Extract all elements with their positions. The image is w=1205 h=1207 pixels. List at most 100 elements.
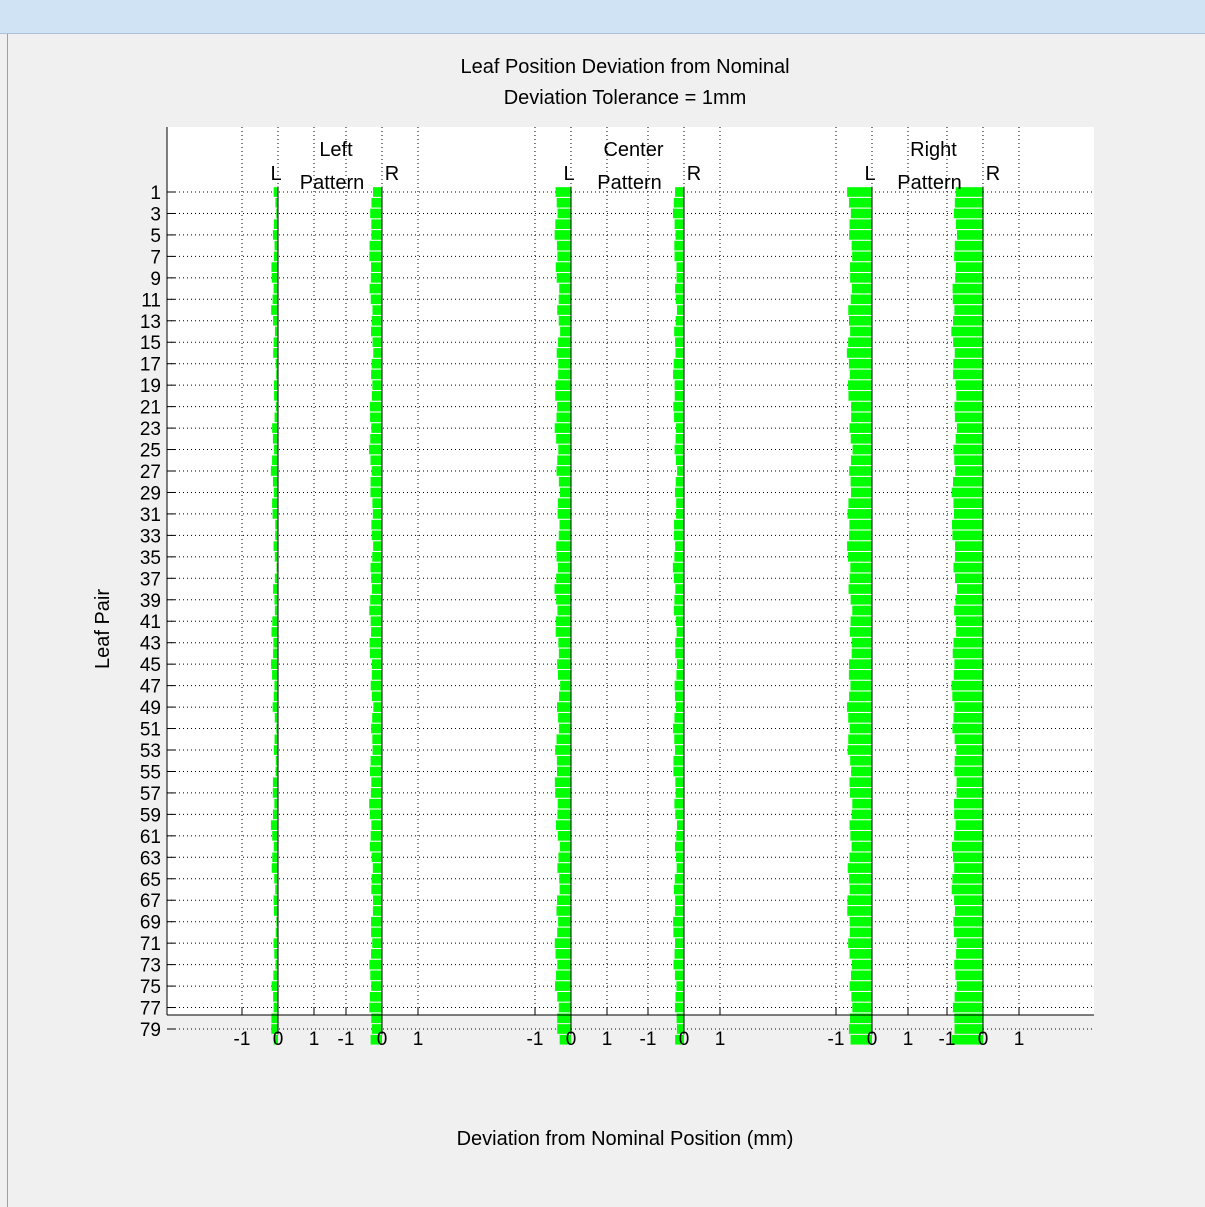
bar-left-bank [271, 273, 278, 283]
panel-labels: Left Pattern L R Center Pattern L R Right Pattern… [270, 139, 1000, 194]
bar-left-bank [272, 433, 278, 444]
bar-left-bank [557, 927, 571, 938]
bar-right-bank [953, 358, 983, 369]
bar-left-bank [559, 884, 571, 895]
bar-left-bank [849, 627, 872, 637]
figure-area: 1 3 5 7 9 11 13 15 17 19 21 23 25 27 29 31 33 35 37 39 41 43 4… [8, 34, 1205, 1207]
bar-right-bank [674, 712, 684, 723]
bar-right-bank [954, 401, 983, 412]
bar-left-bank [275, 755, 278, 766]
bar-left-bank [848, 358, 872, 369]
y-tick-label: 41 [140, 612, 161, 633]
bar-left-bank [270, 466, 278, 476]
bar-right-bank [674, 734, 684, 745]
bar-left-bank [852, 1002, 872, 1013]
bar-right-bank [675, 991, 684, 1002]
bar-left-bank [555, 262, 571, 272]
bar-right-bank [954, 412, 983, 423]
bar-right-bank [372, 938, 382, 948]
bar-right-bank [674, 680, 684, 691]
bar-left-bank [558, 712, 571, 723]
bar-left-bank [275, 884, 278, 895]
bar-right-bank [956, 745, 983, 755]
bar-right-bank [954, 906, 983, 916]
bar-right-bank [953, 916, 983, 927]
bar-right-bank [954, 605, 983, 616]
bar-left-bank [556, 541, 571, 551]
bar-left-bank [555, 981, 571, 991]
y-tick-label: 3 [150, 204, 161, 225]
bar-right-bank [373, 187, 382, 197]
bar-right-bank [370, 616, 382, 627]
bar-left-bank [272, 702, 278, 712]
bar-left-bank [560, 326, 571, 337]
bar-right-bank [674, 412, 684, 423]
bar-right-bank [952, 519, 983, 530]
bar-right-bank [676, 498, 684, 509]
y-tick-label: 49 [140, 698, 161, 719]
bar-left-bank [848, 315, 872, 326]
bar-left-bank [850, 594, 872, 605]
bar-right-bank [673, 197, 684, 208]
bar-right-bank [952, 691, 983, 702]
bar-left-bank [273, 991, 278, 1002]
bar-right-bank [369, 798, 382, 809]
bar-right-bank [952, 1002, 983, 1013]
x-tick-label: -1 [527, 1029, 544, 1050]
bar-left-bank [274, 949, 278, 959]
bar-right-bank [676, 831, 684, 841]
bar-right-bank [674, 219, 684, 230]
bar-right-bank [954, 991, 983, 1002]
bar-left-bank [847, 187, 872, 197]
bar-left-bank [557, 1013, 571, 1024]
bar-right-bank [953, 369, 983, 380]
bar-left-bank [275, 358, 278, 369]
bar-right-bank [952, 723, 983, 734]
bar-left-bank [848, 734, 872, 745]
bar-left-bank [275, 766, 278, 777]
bar-right-bank [955, 219, 983, 230]
bar-right-bank [371, 584, 382, 594]
bar-left-bank [273, 487, 278, 498]
bar-left-bank [557, 251, 571, 262]
bar-right-bank [675, 283, 684, 294]
bar-right-bank [370, 476, 382, 487]
bar-left-bank [848, 938, 872, 948]
bar-left-bank [273, 315, 278, 326]
bar-right-bank [371, 358, 382, 369]
bar-right-bank [371, 627, 382, 637]
bar-right-bank [675, 584, 684, 594]
bar-right-bank [371, 262, 382, 272]
bar-left-bank [274, 680, 278, 691]
bar-right-bank [371, 197, 382, 208]
bar-left-bank [851, 991, 872, 1002]
bar-left-bank [274, 798, 278, 809]
bar-right-bank [955, 970, 983, 981]
bar-left-bank [274, 712, 278, 723]
bar-left-bank [274, 594, 278, 605]
y-tick-label: 9 [150, 269, 161, 290]
bar-left-bank [849, 788, 872, 798]
bar-left-bank [556, 240, 571, 251]
bar-left-bank [851, 959, 872, 970]
bar-left-bank [851, 637, 872, 648]
bar-left-bank [558, 670, 571, 680]
bar-right-bank [675, 433, 684, 444]
bar-right-bank [955, 573, 983, 584]
panel-subtitle: Pattern [300, 172, 364, 194]
bar-left-bank [848, 1024, 872, 1034]
bar-right-bank [956, 391, 983, 401]
bar-left-bank [272, 455, 278, 466]
chart-title-line-1: Leaf Position Deviation from Nominal [460, 56, 789, 78]
bar-right-bank [370, 970, 382, 981]
bar-left-bank [851, 401, 872, 412]
bar-right-bank [369, 1002, 382, 1013]
right-bank-label: R [986, 163, 1000, 185]
bar-right-bank [952, 294, 983, 305]
bar-left-bank [559, 519, 571, 530]
bar-left-bank [558, 444, 571, 455]
bar-left-bank [850, 208, 872, 219]
bar-right-bank [951, 326, 983, 337]
bar-left-bank [271, 627, 278, 637]
bar-left-bank [555, 380, 571, 390]
